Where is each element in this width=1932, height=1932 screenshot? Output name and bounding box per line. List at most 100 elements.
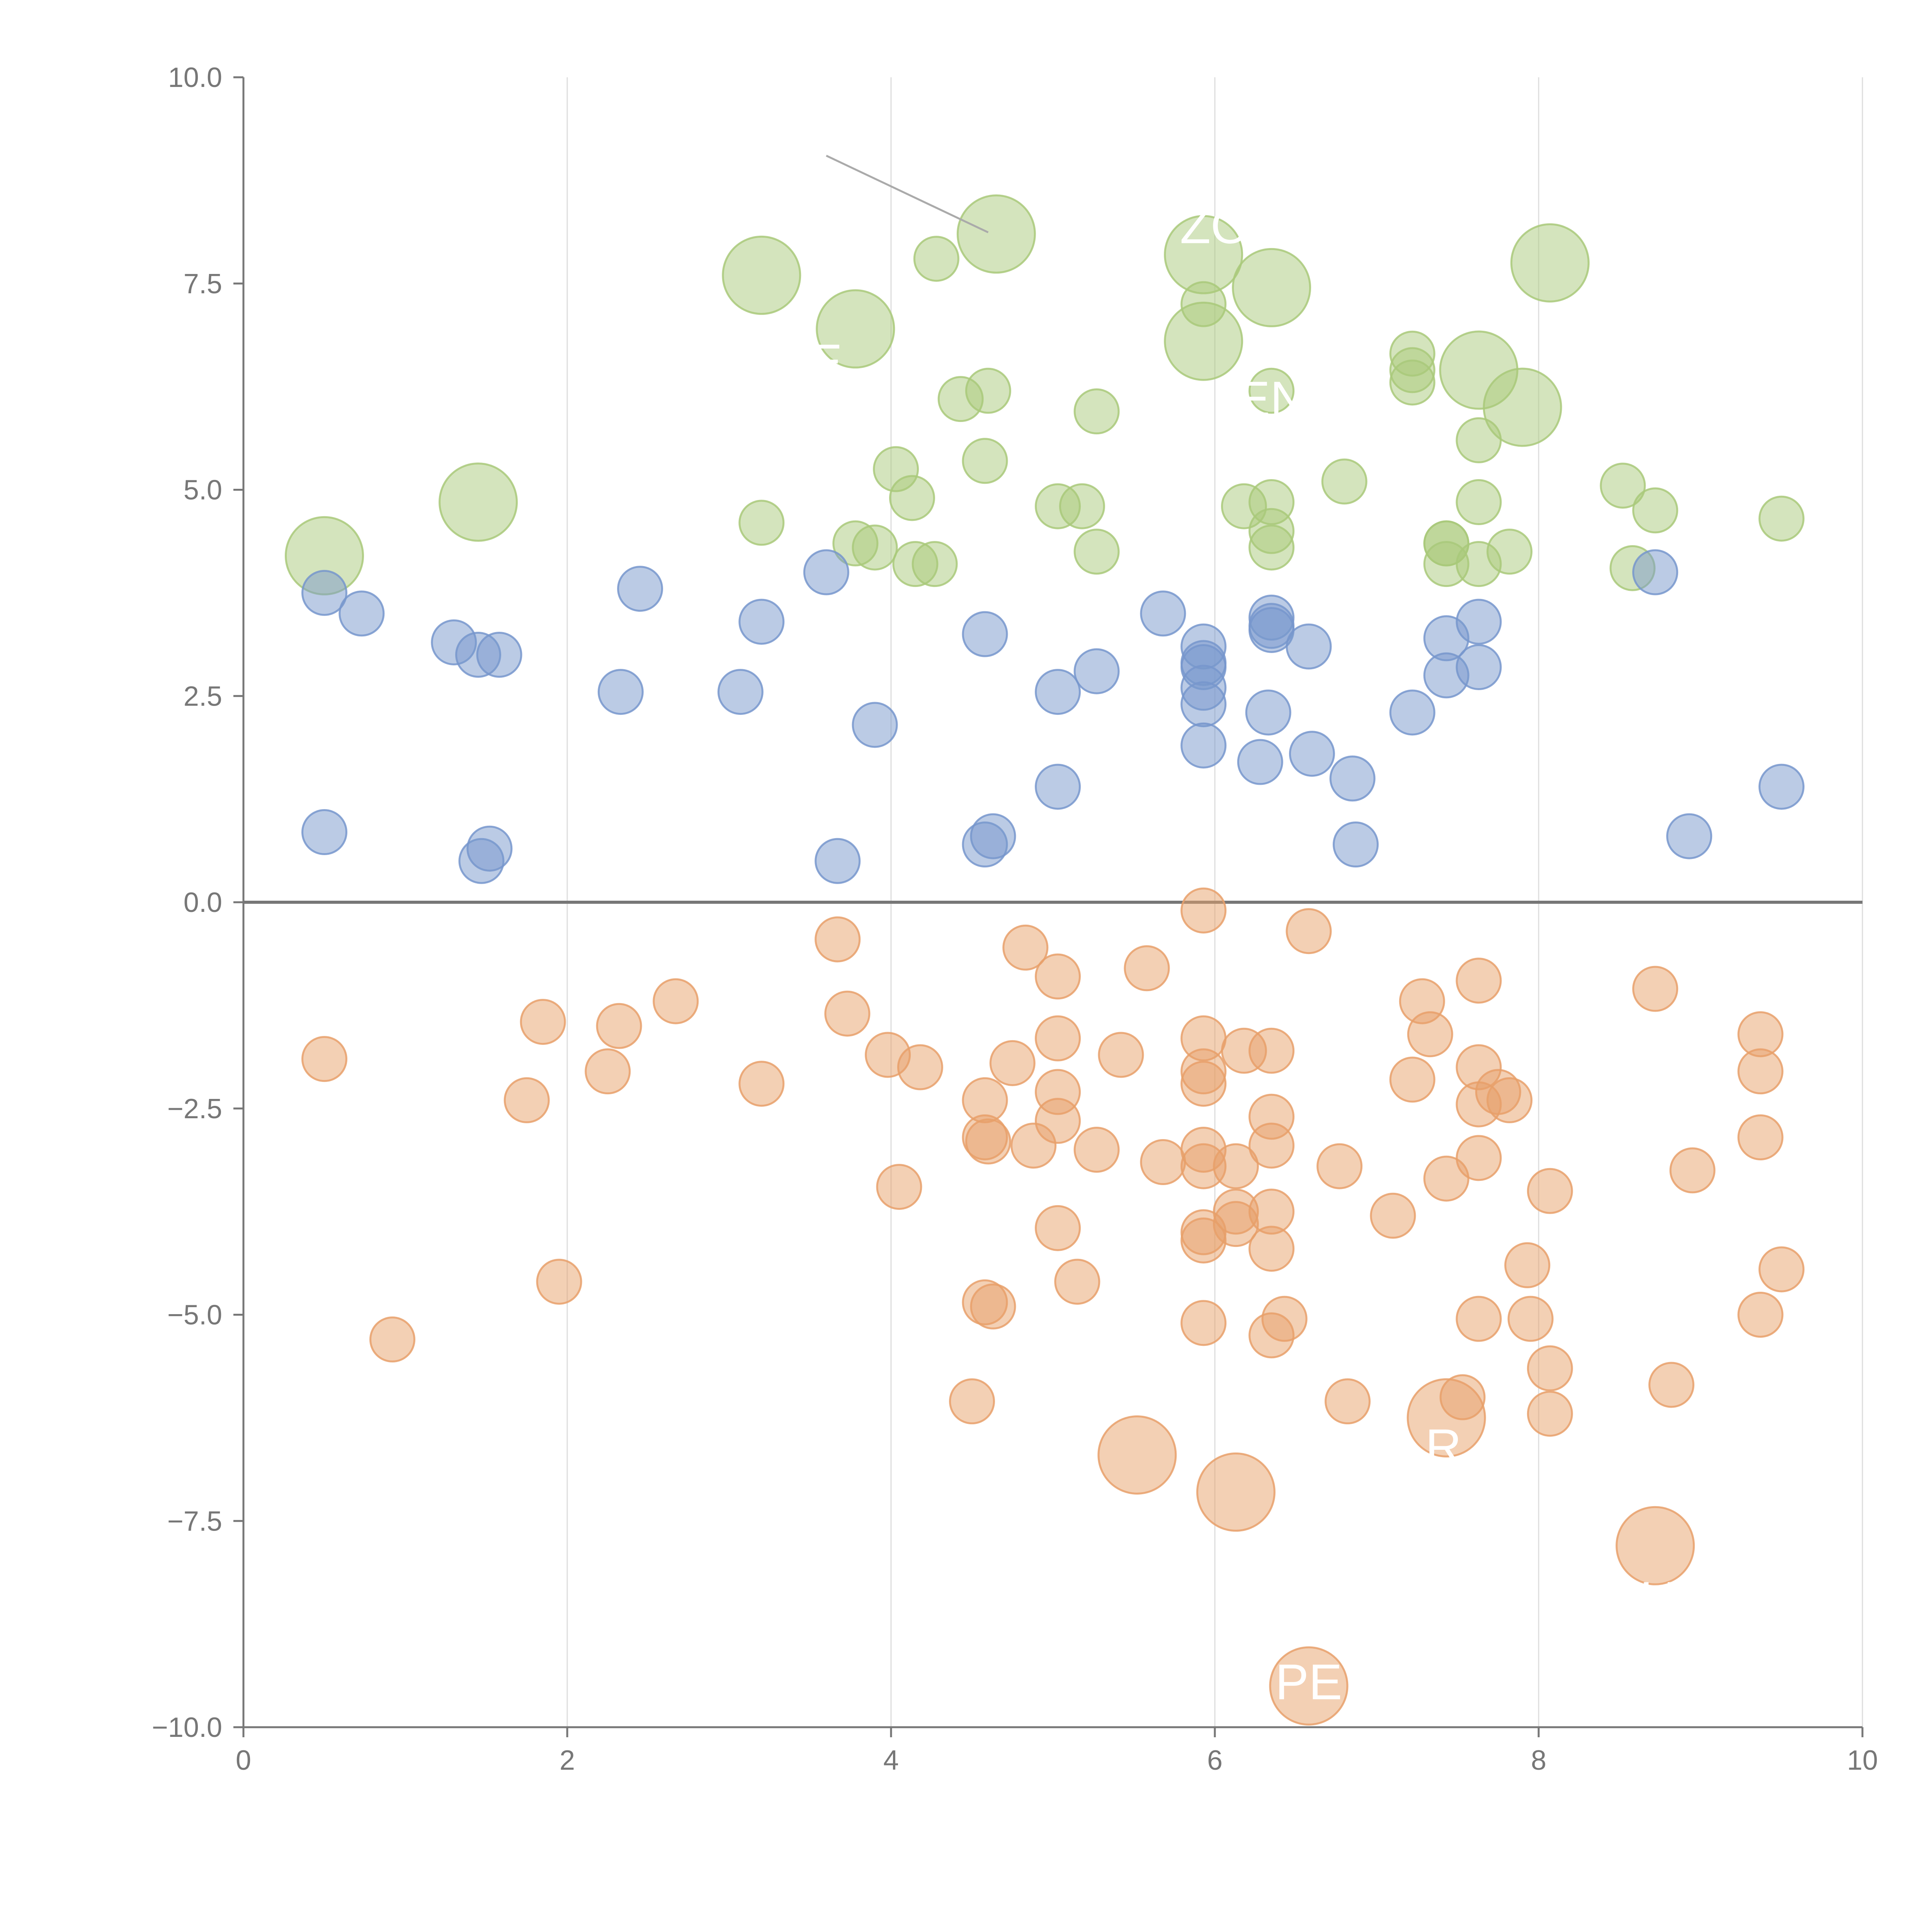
x-tick-label: 2: [560, 1745, 575, 1776]
green-point: [912, 541, 958, 587]
orange-point: [369, 1316, 415, 1363]
annotation-connector: [826, 155, 989, 233]
orange-point: [1389, 1056, 1435, 1103]
orange-point: [738, 1061, 785, 1107]
orange-point: [596, 1003, 642, 1049]
orange-point: [1261, 1296, 1308, 1342]
orange-point: [1423, 1155, 1469, 1202]
blue-point: [1140, 590, 1186, 637]
orange-point: [1124, 945, 1170, 992]
blue-point: [1329, 755, 1376, 802]
y-tick-label: 0.0: [184, 887, 222, 918]
blue-point: [1035, 764, 1081, 810]
green-point: [1600, 463, 1646, 509]
orange-point: [1316, 1143, 1363, 1189]
point-label: PE: [1275, 1654, 1342, 1710]
orange-point: [503, 1077, 550, 1123]
orange-point: [965, 1118, 1011, 1165]
blue-point: [962, 611, 1008, 657]
blue-point: [1073, 648, 1120, 694]
blue-point: [1456, 599, 1502, 645]
blue-point: [1035, 669, 1081, 715]
orange-point: [1325, 1378, 1371, 1425]
orange-point: [1286, 908, 1332, 954]
orange-point: [1737, 1048, 1784, 1095]
green-point: [913, 236, 959, 282]
green-point: [1059, 483, 1105, 529]
orange-point: [1180, 1300, 1227, 1346]
green-point: [1759, 495, 1804, 542]
blue-point: [717, 669, 764, 715]
orange-point: [1180, 887, 1227, 934]
orange-point: [1632, 966, 1679, 1012]
blue-point: [1632, 549, 1679, 595]
point-label: E: [809, 334, 843, 390]
blue-point: [301, 570, 347, 616]
green-point: [965, 367, 1011, 414]
blue-point: [597, 669, 644, 715]
y-tick-label: 7.5: [184, 269, 222, 299]
orange-point: [1507, 1296, 1554, 1342]
point-label: UD: [1640, 1571, 1713, 1628]
green-point: [852, 524, 898, 571]
green-point: [1483, 367, 1562, 447]
x-tick-label: 6: [1207, 1745, 1223, 1776]
green-point: [1073, 388, 1120, 435]
orange-point: [1002, 924, 1049, 971]
green-point: [962, 438, 1008, 484]
green-point: [1232, 248, 1311, 327]
orange-point: [585, 1048, 631, 1095]
orange-point: [949, 1378, 995, 1425]
blue-point: [970, 813, 1016, 859]
orange-point: [1616, 1506, 1695, 1585]
blue-point: [1666, 813, 1713, 859]
green-point: [1456, 417, 1502, 463]
orange-point: [989, 1040, 1036, 1086]
blue-point: [738, 599, 785, 645]
blue-point: [1456, 644, 1502, 690]
orange-point: [1180, 1061, 1227, 1107]
orange-point: [897, 1044, 943, 1090]
blue-point: [852, 702, 898, 748]
blue-point: [1759, 764, 1804, 810]
orange-point: [1248, 1122, 1295, 1169]
y-tick-label: 10.0: [168, 62, 222, 93]
orange-point: [1669, 1147, 1716, 1194]
point-labels: ZO E EN PE R UD: [809, 197, 1713, 1710]
orange-point: [1035, 953, 1081, 1000]
orange-point: [1248, 1027, 1295, 1074]
orange-point: [1648, 1362, 1695, 1408]
orange-point: [1407, 1011, 1453, 1058]
blue-point: [476, 632, 522, 678]
orange-point: [1073, 1127, 1120, 1173]
orange-point: [1406, 1378, 1486, 1458]
orange-point: [1035, 1098, 1081, 1144]
y-tick-label: −10.0: [152, 1712, 222, 1743]
annotation-connectors: [826, 155, 989, 233]
blue-point: [301, 809, 347, 855]
orange-point: [1456, 1296, 1502, 1342]
orange-point: [1737, 1292, 1784, 1338]
green-point: [1248, 367, 1295, 414]
blue-point: [803, 549, 849, 595]
y-tick-label: 2.5: [184, 681, 222, 712]
y-tick-label: 5.0: [184, 475, 222, 506]
orange-point: [1097, 1415, 1177, 1495]
green-point: [738, 500, 785, 546]
blue-point: [1245, 689, 1291, 736]
point-label: R: [1425, 1418, 1462, 1475]
orange-point: [1504, 1242, 1551, 1288]
orange-point: [1248, 1226, 1295, 1272]
orange-point: [876, 1164, 922, 1210]
y-tick-label: −7.5: [167, 1506, 222, 1537]
point-label: ZO: [1180, 197, 1250, 254]
orange-point: [1527, 1345, 1573, 1391]
orange-point: [1486, 1077, 1533, 1123]
blue-point: [338, 590, 385, 637]
orange-point: [815, 916, 861, 963]
green-point: [1248, 524, 1295, 571]
green-point: [1486, 529, 1533, 575]
x-tick-label: 10: [1847, 1745, 1878, 1776]
green-point: [1321, 458, 1367, 505]
blue-point: [1237, 739, 1283, 785]
